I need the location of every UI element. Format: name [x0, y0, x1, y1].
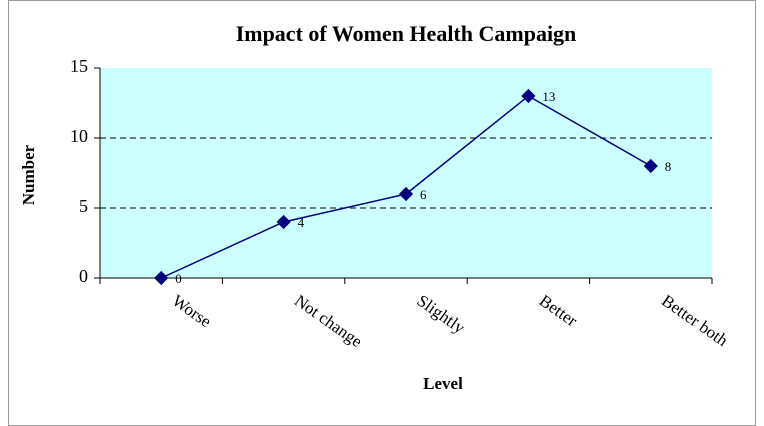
- chart-title: Impact of Women Health Campaign: [236, 21, 577, 46]
- data-label: 13: [542, 89, 555, 104]
- data-label: 8: [665, 159, 672, 174]
- x-axis-label: Level: [423, 374, 463, 393]
- y-tick-label: 10: [70, 126, 88, 146]
- y-tick-label: 15: [70, 56, 88, 76]
- marker: [643, 158, 658, 174]
- plot-area: [100, 68, 712, 278]
- data-label: 6: [420, 187, 427, 202]
- marker: [154, 270, 169, 286]
- data-label: 0: [175, 271, 182, 286]
- marker: [521, 88, 536, 104]
- y-tick-label: 0: [79, 266, 88, 286]
- y-tick-label: 5: [79, 196, 88, 216]
- marker: [398, 186, 414, 202]
- y-axis-label: Number: [19, 144, 38, 205]
- data-label: 4: [298, 215, 305, 230]
- marker: [276, 214, 291, 230]
